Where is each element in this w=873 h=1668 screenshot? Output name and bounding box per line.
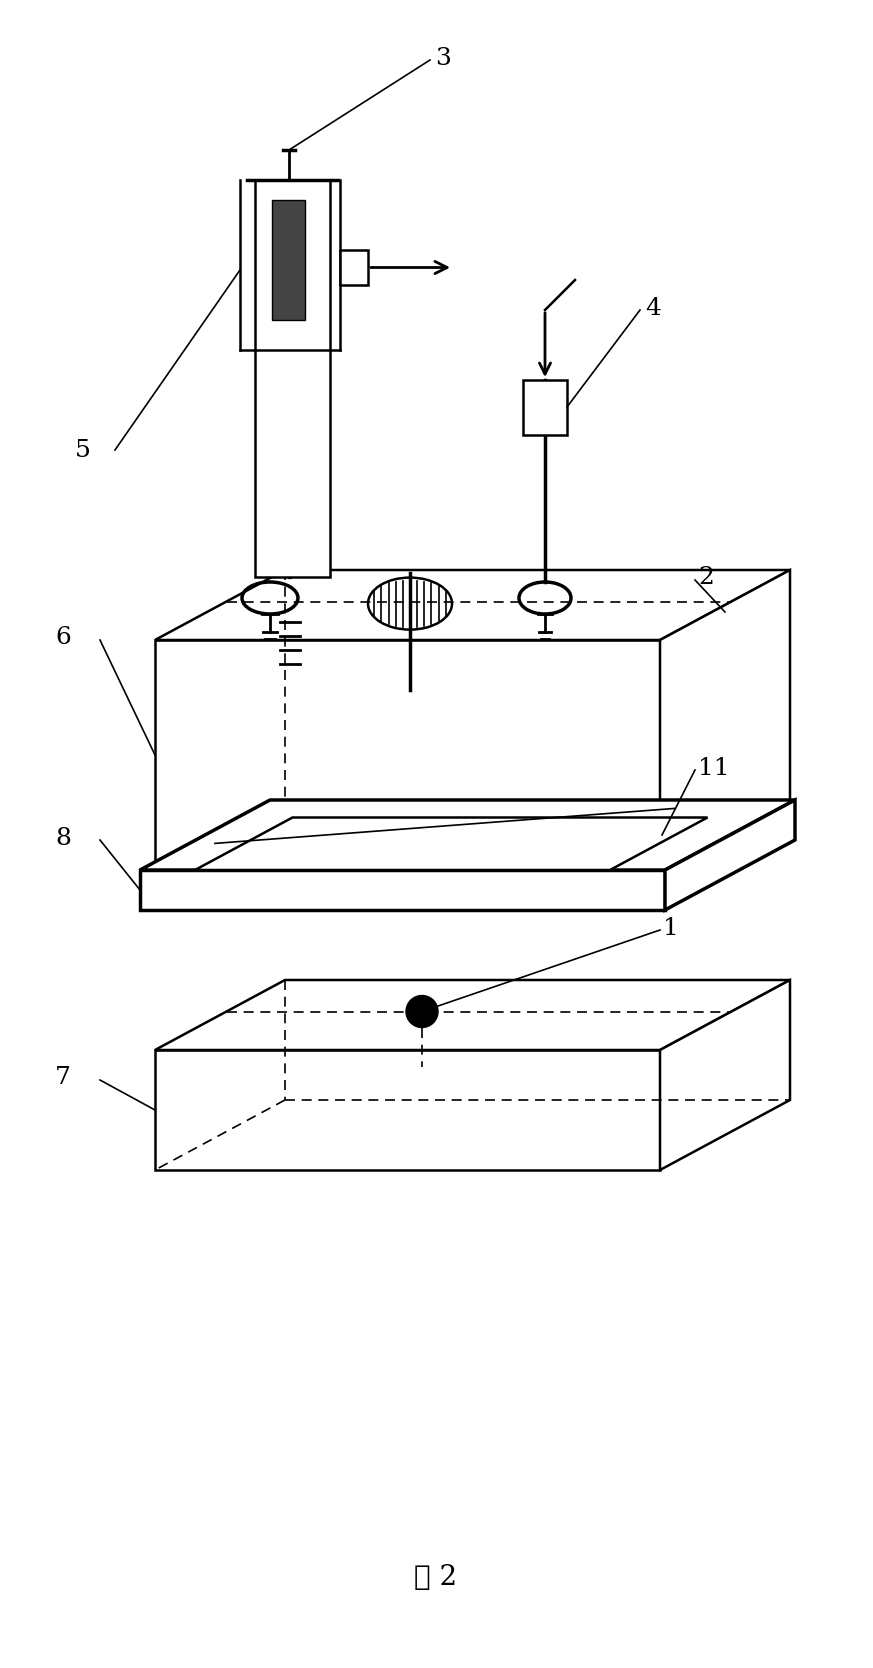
Text: 6: 6 (55, 627, 71, 649)
Text: 8: 8 (55, 827, 71, 849)
Polygon shape (155, 570, 790, 641)
Text: 3: 3 (435, 47, 450, 70)
Polygon shape (340, 250, 368, 285)
Polygon shape (272, 200, 305, 320)
Text: 11: 11 (698, 757, 730, 779)
Polygon shape (155, 981, 790, 1049)
Polygon shape (665, 801, 795, 911)
Polygon shape (155, 1049, 660, 1169)
Polygon shape (155, 641, 660, 871)
Polygon shape (255, 180, 330, 577)
Text: 2: 2 (698, 567, 714, 589)
Polygon shape (523, 380, 567, 435)
Text: 1: 1 (663, 916, 678, 939)
Polygon shape (660, 981, 790, 1169)
Polygon shape (195, 817, 707, 871)
Text: 图 2: 图 2 (415, 1565, 457, 1591)
Text: 7: 7 (55, 1066, 71, 1089)
Polygon shape (140, 871, 665, 911)
Polygon shape (660, 570, 790, 871)
Polygon shape (140, 801, 795, 871)
Text: 4: 4 (645, 297, 661, 320)
Text: 5: 5 (75, 439, 91, 462)
Circle shape (406, 996, 438, 1027)
